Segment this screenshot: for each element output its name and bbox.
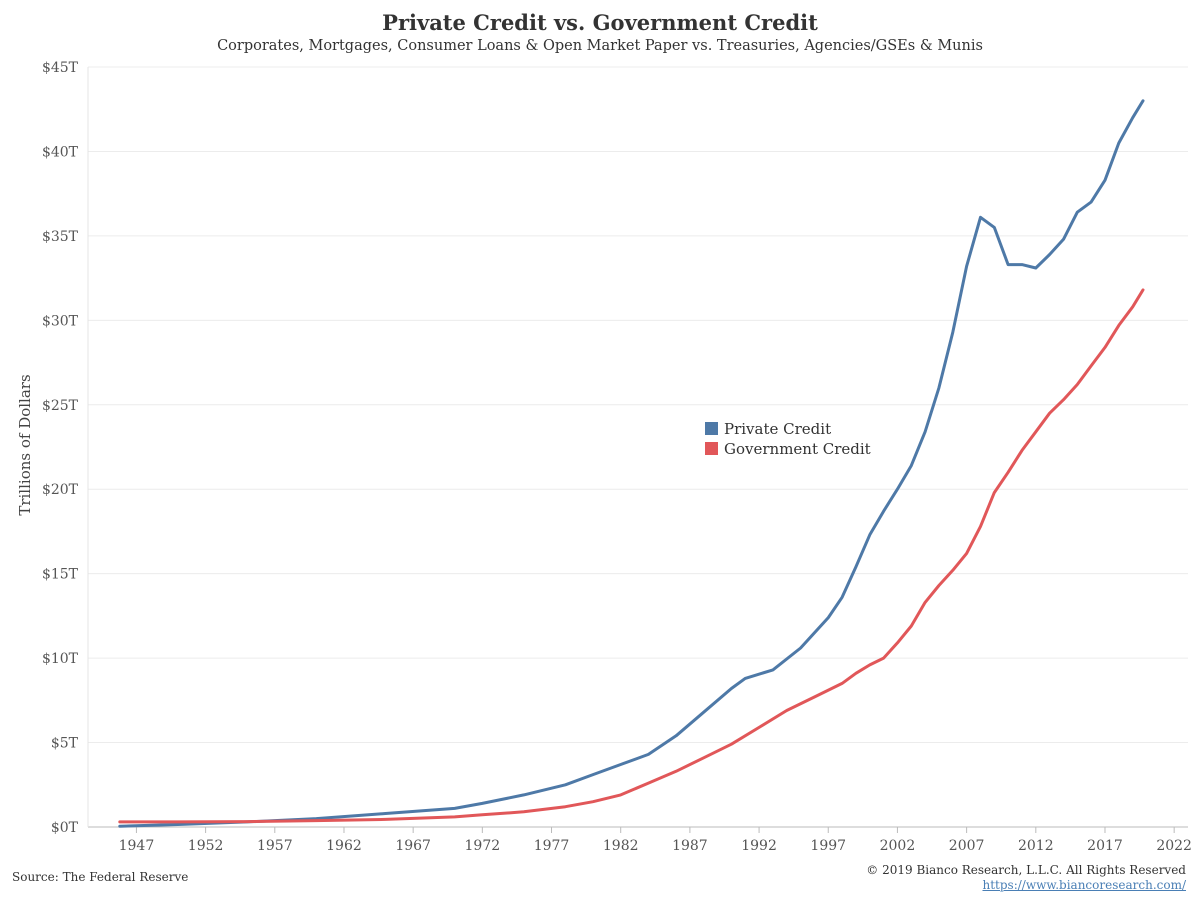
legend: Private Credit Government Credit [705, 420, 871, 458]
y-tick-label: $0T [51, 820, 79, 836]
x-tick-label: 2012 [1018, 838, 1054, 854]
x-tick-label: 1962 [326, 838, 362, 854]
x-tick-label: 2007 [949, 838, 985, 854]
x-tick-label: 2002 [880, 838, 916, 854]
x-tick-label: 1992 [741, 838, 777, 854]
series-line-private-credit [118, 99, 1145, 828]
x-tick-label: 1952 [188, 838, 224, 854]
x-tick-label: 1957 [257, 838, 293, 854]
y-axis-label: Trillions of Dollars [16, 374, 34, 515]
y-tick-label: $25T [42, 398, 79, 414]
x-tick-label: 1967 [395, 838, 431, 854]
y-tick-label: $10T [42, 651, 79, 667]
legend-swatch [705, 442, 718, 455]
axes: $0T $5T $10T $15T $20T $25T $30T $35T $40T $45T 19… [42, 60, 1192, 854]
gridlines [88, 66, 1188, 828]
x-tick-label: 1947 [119, 838, 155, 854]
legend-label: Government Credit [724, 440, 871, 458]
x-tick-label: 1997 [810, 838, 846, 854]
y-tick-label: $35T [42, 229, 79, 245]
y-tick-label: $40T [42, 144, 79, 160]
source-note: Source: The Federal Reserve [12, 870, 189, 884]
x-tick-label: 2022 [1156, 838, 1192, 854]
x-tick-label: 1982 [603, 838, 639, 854]
y-tick-label: $15T [42, 567, 79, 583]
y-tick-label: $5T [51, 736, 79, 752]
chart-title: Private Credit vs. Government Credit [382, 10, 818, 35]
x-tick-label: 1987 [672, 838, 708, 854]
legend-swatch [705, 422, 718, 435]
series-lines [118, 99, 1145, 828]
x-tick-label: 2017 [1087, 838, 1123, 854]
copyright-note: © 2019 Bianco Research, L.L.C. All Right… [866, 863, 1186, 877]
y-tick-label: $30T [42, 313, 79, 329]
series-line-government-credit [118, 288, 1145, 824]
y-tick-label: $20T [42, 482, 79, 498]
y-tick-label: $45T [42, 60, 79, 76]
website-link[interactable]: https://www.biancoresearch.com/ [982, 878, 1186, 892]
legend-label: Private Credit [724, 420, 831, 438]
x-tick-label: 1972 [465, 838, 501, 854]
x-tick-label: 1977 [534, 838, 570, 854]
chart-subtitle: Corporates, Mortgages, Consumer Loans & … [217, 38, 983, 54]
